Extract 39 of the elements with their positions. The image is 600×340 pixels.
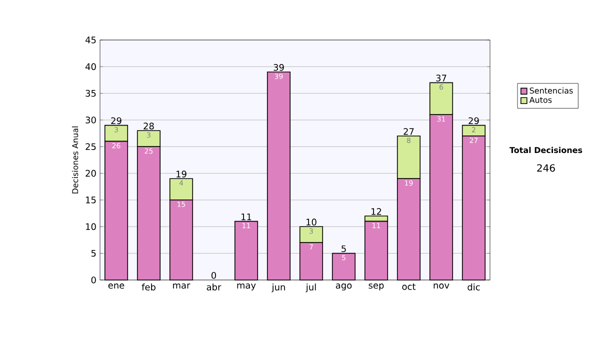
- total-label: 37: [436, 74, 446, 82]
- total-label: 11: [242, 214, 252, 220]
- x-tick-label: jul: [306, 284, 316, 292]
- y-tick-label: 35: [86, 90, 96, 97]
- y-axis-title: Decisiones Anual: [72, 126, 78, 194]
- text: Total Decisiones: [509, 146, 582, 154]
- y-tick-label: 20: [86, 170, 96, 177]
- total-label: 28: [144, 122, 154, 130]
- x-tick-label: may: [237, 284, 256, 290]
- y-tick-label: 15: [86, 196, 96, 204]
- total-label: 39: [274, 64, 284, 71]
- y-tick-label: 10: [86, 223, 96, 230]
- y-tick-label: 5: [91, 250, 96, 257]
- y-tick-label: 25: [86, 143, 96, 150]
- total-label: 29: [468, 117, 479, 124]
- x-tick-label: nov: [434, 284, 450, 289]
- x-tick-label: jun: [272, 284, 285, 292]
- x-tick-label: feb: [142, 284, 156, 290]
- y-tick-label: 0: [91, 276, 96, 284]
- text: 246: [537, 164, 555, 172]
- x-tick-label: abr: [206, 284, 222, 290]
- x-tick-label: sep: [368, 284, 384, 290]
- x-tick-label: ago: [336, 284, 352, 290]
- total-label: 5: [342, 245, 346, 252]
- total-label: 27: [404, 128, 414, 135]
- x-tick-label: dic: [468, 284, 480, 290]
- total-label: 29: [111, 117, 122, 124]
- total-label: 19: [176, 170, 186, 178]
- total-label: 12: [372, 208, 382, 215]
- x-tick-label: oct: [402, 284, 416, 290]
- x-tick-label: mar: [173, 284, 190, 289]
- y-tick-label: 45: [85, 36, 96, 44]
- y-tick-label: 30: [86, 116, 96, 124]
- y-tick-label: 40: [85, 63, 96, 70]
- total-label: 0: [211, 272, 216, 279]
- legend-label: Autos: [529, 96, 552, 103]
- total-label: 10: [306, 218, 316, 226]
- x-tick-label: ene: [108, 284, 124, 289]
- legend-label: Sentencias: [530, 87, 573, 94]
